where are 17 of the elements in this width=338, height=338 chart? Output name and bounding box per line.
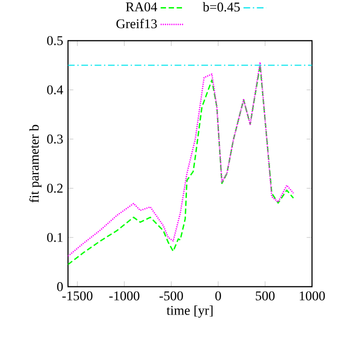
x-tick-label: -1500 xyxy=(62,291,92,300)
y-axis-title: fit parameter b xyxy=(29,124,42,202)
y-tick-label: 0 xyxy=(57,282,63,292)
x-axis-title: time [yr] xyxy=(166,306,213,318)
y-tick-label: 0.5 xyxy=(47,36,63,46)
legend-label: Greif13 xyxy=(116,18,157,28)
x-tick-label: 0 xyxy=(215,291,221,300)
y-tick-label: 0.2 xyxy=(47,184,63,193)
y-tick-label: 0.3 xyxy=(47,134,63,144)
x-tick-label: -1000 xyxy=(109,291,140,300)
x-tick-label: 1000 xyxy=(300,291,325,300)
x-tick-label: 500 xyxy=(256,291,275,300)
y-tick-label: 0.4 xyxy=(47,85,64,94)
x-tick-label: -500 xyxy=(160,291,183,300)
legend-label: b=0.45 xyxy=(202,2,240,12)
y-tick-label: 0.1 xyxy=(47,232,62,242)
legend-label: RA04 xyxy=(126,2,158,12)
